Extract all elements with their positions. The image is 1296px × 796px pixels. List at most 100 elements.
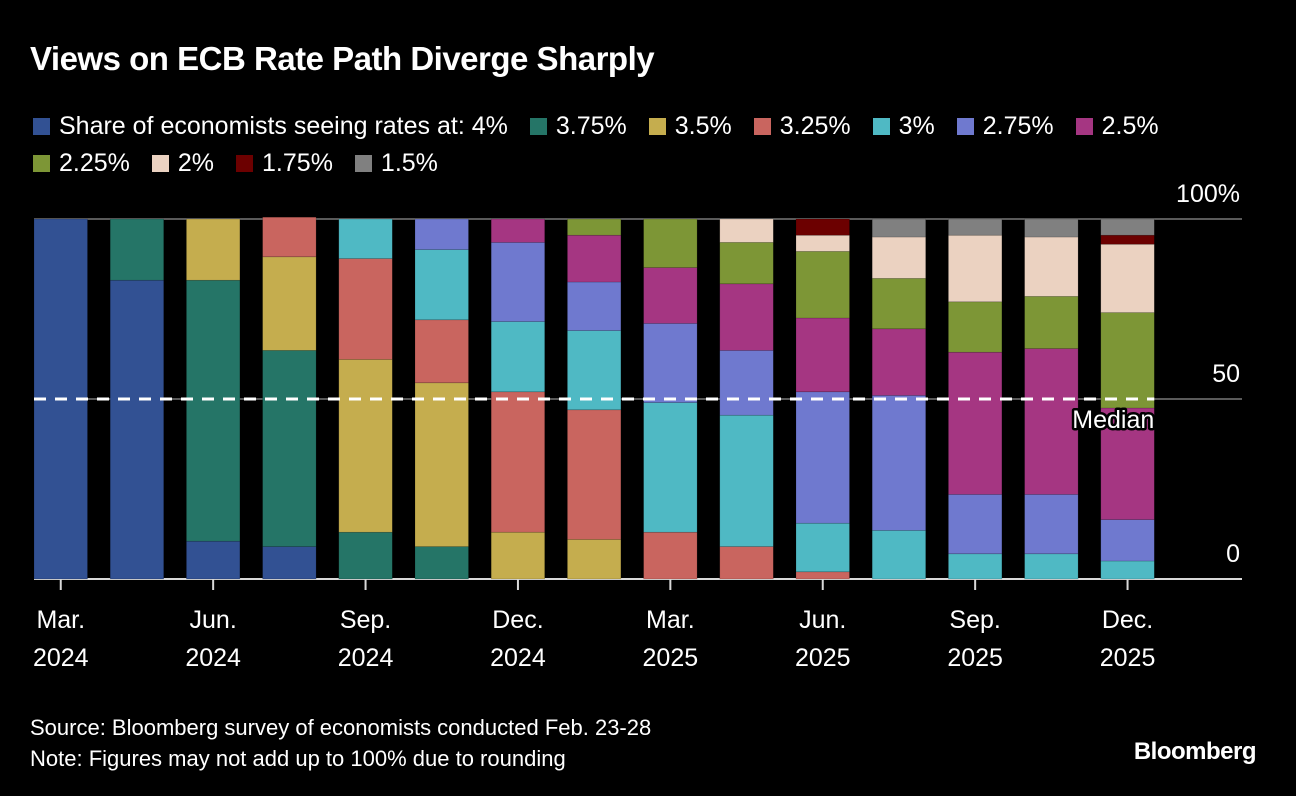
bar-segment [567, 409, 622, 540]
bar-segment [1024, 553, 1079, 580]
source-note: Source: Bloomberg survey of economists c… [30, 715, 652, 740]
bar-segment [1024, 236, 1079, 297]
bar-segment [795, 571, 850, 580]
legend-swatch [354, 155, 372, 172]
bar-segment [643, 323, 698, 403]
bar-segment [643, 267, 698, 324]
bar-segment [414, 319, 469, 384]
bar-segment [262, 216, 317, 258]
x-tick-label-month: Jun. [799, 606, 846, 634]
x-tick-label-year: 2025 [1100, 644, 1156, 672]
legend-item: 3% [872, 108, 935, 145]
bar-segment [719, 242, 774, 285]
bar-segment [719, 546, 774, 580]
legend-item: Share of economists seeing rates at: 4% [33, 108, 508, 145]
legend-label: 1.75% [262, 149, 333, 177]
legend-label: 1.5% [380, 149, 438, 177]
bar-segment [338, 359, 393, 533]
legend-label: 2.25% [59, 149, 130, 177]
bar-segment [871, 395, 927, 531]
bar-stack [262, 216, 317, 580]
bar-segment [186, 279, 241, 542]
bar-segment [262, 350, 317, 547]
x-tick-label-year: 2025 [795, 644, 851, 672]
bar-stack [109, 218, 164, 580]
bar-segment [719, 350, 774, 416]
bar-segment [948, 553, 1003, 580]
legend-label: 3% [898, 112, 935, 140]
bar-segment [719, 414, 774, 547]
bar-segment [948, 351, 1003, 495]
bar-segment [338, 258, 393, 360]
bar-segment [490, 391, 546, 533]
bar-segment [948, 234, 1003, 303]
bar-segment [490, 321, 546, 393]
legend-swatch [33, 155, 50, 172]
overlay: Median [34, 397, 1157, 437]
bar-segment [338, 218, 393, 259]
bar-stack [567, 218, 622, 580]
legend-swatch [151, 155, 169, 172]
bar-segment [1024, 348, 1079, 495]
x-tick-label-year: 2025 [643, 644, 699, 672]
x-tick-label-year: 2024 [33, 644, 89, 672]
bar-segment [1100, 519, 1155, 562]
bar-stack [871, 218, 927, 580]
bar-segment [719, 283, 774, 351]
x-tick-label-year: 2024 [185, 644, 241, 672]
bar-segment [1100, 312, 1155, 409]
legend-label: 2.75% [982, 112, 1054, 140]
y-tick-label: 100% [1176, 180, 1240, 208]
bar-segment [1100, 560, 1155, 580]
bar-segment [719, 218, 774, 243]
bar-segment [567, 539, 622, 580]
bar-segment [1100, 218, 1155, 236]
bar-stack [719, 218, 774, 580]
x-tick-label-month: Sep. [340, 606, 391, 634]
x-tick-label-month: Mar. [646, 606, 695, 634]
x-tick-label-month: Mar. [36, 606, 85, 634]
legend-label: 2% [177, 149, 215, 177]
bar-segment [795, 391, 850, 524]
legend-label: 3.75% [555, 112, 627, 140]
bar-segment [643, 218, 698, 268]
bar-segment [567, 218, 622, 236]
bar-segment [643, 531, 698, 580]
bar-segment [948, 218, 1003, 236]
y-tick-label: 0 [1226, 540, 1240, 568]
legend-label: 3.5% [674, 112, 732, 140]
bar-segment [871, 278, 927, 330]
legend-swatch [956, 118, 974, 135]
bar-segment [871, 530, 927, 580]
legend-item: 2.75% [956, 108, 1054, 145]
legend-item: 2% [151, 145, 215, 182]
legend-label: Share of economists seeing rates at: 4% [59, 112, 508, 140]
axes: 050100%Mar.2024Jun.2024Sep.2024Dec.2024M… [33, 180, 1240, 672]
y-tick-label: 50 [1212, 360, 1240, 388]
bar-segment [109, 218, 164, 281]
bar-segment [414, 382, 469, 547]
legend-swatch [236, 155, 254, 172]
bar-segment [871, 236, 927, 279]
bar-stack [795, 218, 850, 580]
bar-stack [948, 218, 1003, 580]
x-tick-label-year: 2025 [947, 644, 1003, 672]
bar-segment [414, 218, 469, 250]
bar-segment [795, 317, 850, 393]
legend-label: 2.5% [1101, 112, 1159, 140]
bloomberg-logo: Bloomberg [1133, 738, 1257, 765]
legend-swatch [753, 118, 771, 135]
legend-swatch [529, 118, 547, 135]
x-tick-label-month: Jun. [190, 606, 237, 634]
x-tick-label-year: 2024 [490, 644, 546, 672]
legend-swatch [872, 118, 890, 135]
chart-area: Median 0 50 100% Mar. 2024 Jun. 2024 Sep. 2024 De… [33, 180, 1242, 672]
bar-segment [262, 546, 317, 580]
bar-segment [490, 242, 546, 322]
bar-segment [795, 218, 850, 236]
x-tick-label-year: 2024 [338, 644, 394, 672]
legend-item: 3.75% [529, 108, 627, 145]
legend-item: 3.25% [753, 108, 851, 145]
bar-segment [795, 522, 850, 573]
bar-segment [1100, 407, 1155, 520]
